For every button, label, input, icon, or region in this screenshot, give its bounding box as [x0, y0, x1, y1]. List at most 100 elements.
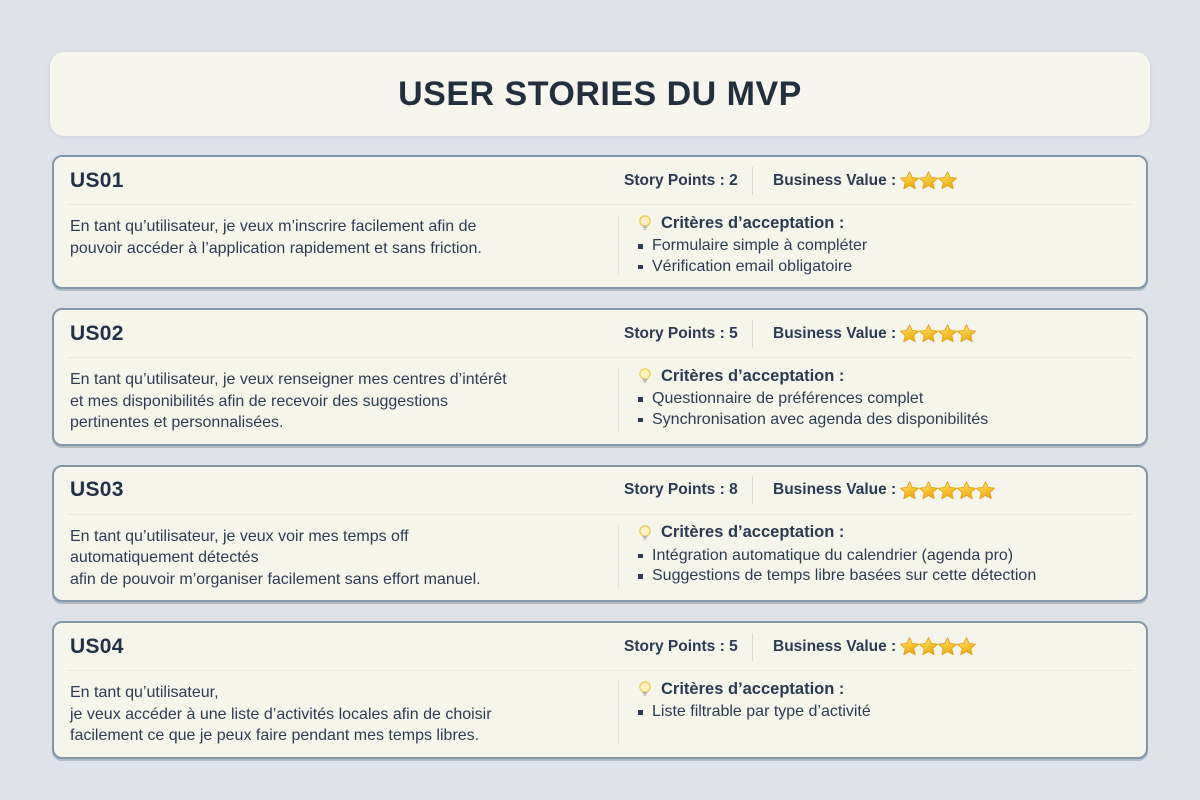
story-points-value: 5: [729, 324, 738, 342]
business-value: Business Value :: [773, 323, 977, 344]
criteria-list: Formulaire simple à compléter Vérificatio…: [635, 236, 1130, 277]
card-body: En tant qu’utilisateur, je veux voir mes…: [54, 515, 1146, 601]
column-divider: [618, 681, 619, 745]
criteria-header: Critères d’acceptation :: [635, 213, 1130, 233]
star-icon: [938, 171, 958, 190]
star-icon: [919, 480, 939, 499]
card-body: En tant qu’utilisateur, je veux renseign…: [54, 358, 1146, 444]
header-divider: [68, 204, 1132, 205]
star-icon: [900, 171, 920, 190]
card-header: US02 Story Points : 5 Business Value :: [54, 310, 1146, 357]
business-value-stars: [900, 170, 958, 191]
user-story-card: US03 Story Points : 8 Business Value : E…: [52, 464, 1148, 602]
story-description: En tant qu’utilisateur, je veux voir mes…: [70, 527, 481, 588]
header-divider: [68, 513, 1132, 515]
column-divider: [618, 368, 619, 432]
story-points-label: Story Points :: [624, 481, 725, 498]
story-points: Story Points : 2: [624, 172, 752, 190]
story-description: En tant qu’utilisateur, je veux m’inscri…: [70, 218, 482, 257]
criteria-item: Suggestions de temps libre basées sur ce…: [635, 566, 1130, 587]
criteria-label: Critères d’acceptation :: [661, 679, 845, 698]
story-meta: Story Points : 5 Business Value :: [624, 319, 977, 348]
meta-separator: [752, 632, 753, 661]
lightbulb-icon: [639, 681, 651, 696]
business-value-label: Business Value :: [773, 637, 897, 655]
business-value-label: Business Value :: [773, 171, 897, 189]
criteria-item: Intégration automatique du calendrier (a…: [635, 546, 1130, 567]
story-points-value: 2: [729, 171, 738, 189]
criteria-list: Questionnaire de préférences complet Sync…: [635, 389, 1130, 430]
story-meta: Story Points : 8 Business Value :: [624, 476, 996, 504]
star-icon: [919, 637, 939, 656]
criteria-list: Liste filtrable par type d’activité: [635, 702, 1130, 723]
story-meta: Story Points : 2 Business Value :: [624, 166, 958, 195]
page-header: USER STORIES DU MVP: [50, 52, 1150, 136]
page-title: USER STORIES DU MVP: [398, 74, 802, 113]
business-value: Business Value :: [773, 170, 958, 191]
story-id: US04: [70, 634, 124, 658]
story-id: US03: [70, 478, 124, 501]
criteria-item: Synchronisation avec agenda des disponib…: [635, 410, 1130, 431]
lightbulb-icon: [639, 215, 651, 230]
business-value: Business Value :: [773, 636, 977, 657]
user-story-card: US04 Story Points : 5 Business Value : E…: [52, 621, 1148, 759]
story-description: En tant qu’utilisateur, je veux accéder …: [70, 684, 492, 744]
story-id: US01: [70, 168, 124, 192]
lightbulb-icon: [639, 368, 651, 383]
story-points-label: Story Points :: [624, 324, 725, 342]
card-header: US01 Story Points : 2 Business Value :: [54, 157, 1146, 204]
header-divider: [68, 357, 1132, 358]
star-icon: [938, 324, 958, 343]
card-header: US03 Story Points : 8 Business Value :: [54, 467, 1146, 514]
header-divider: [68, 670, 1132, 671]
criteria-item: Liste filtrable par type d’activité: [635, 702, 1130, 723]
acceptance-criteria: Critères d’acceptation : Questionnaire d…: [635, 366, 1130, 434]
story-id: US02: [70, 321, 124, 345]
story-points-value: 8: [729, 481, 738, 498]
story-meta: Story Points : 5 Business Value :: [624, 632, 977, 661]
business-value-label: Business Value :: [773, 324, 897, 342]
card-body: En tant qu’utilisateur, je veux m’inscri…: [54, 205, 1146, 287]
star-icon: [938, 480, 958, 499]
lightbulb-icon: [639, 524, 651, 540]
business-value-stars: [900, 636, 977, 657]
business-value-label: Business Value :: [773, 481, 897, 498]
criteria-list: Intégration automatique du calendrier (a…: [635, 546, 1130, 587]
criteria-header: Critères d’acceptation :: [635, 366, 1130, 386]
star-icon: [957, 480, 977, 499]
story-points-label: Story Points :: [624, 637, 725, 655]
column-divider: [618, 524, 619, 588]
criteria-label: Critères d’acceptation :: [661, 213, 845, 232]
criteria-item: Formulaire simple à compléter: [635, 236, 1130, 257]
user-story-card: US01 Story Points : 2 Business Value : E…: [52, 155, 1148, 289]
star-icon: [919, 171, 939, 190]
criteria-header: Critères d’acceptation :: [635, 679, 1130, 699]
star-icon: [900, 480, 920, 499]
business-value: Business Value :: [773, 480, 996, 501]
story-points-value: 5: [729, 637, 738, 655]
card-header: US04 Story Points : 5 Business Value :: [54, 623, 1146, 670]
story-points: Story Points : 5: [624, 638, 752, 656]
criteria-label: Critères d’acceptation :: [661, 523, 845, 541]
star-icon: [900, 637, 920, 656]
star-icon: [957, 637, 977, 656]
stories-list: US01 Story Points : 2 Business Value : E…: [52, 155, 1148, 759]
star-icon: [976, 480, 996, 499]
meta-separator: [752, 476, 753, 504]
story-points: Story Points : 5: [624, 325, 752, 343]
meta-separator: [752, 319, 753, 348]
acceptance-criteria: Critères d’acceptation : Liste filtrable…: [635, 679, 1130, 747]
meta-separator: [752, 166, 753, 195]
criteria-header: Critères d’acceptation :: [635, 523, 1130, 543]
user-story-card: US02 Story Points : 5 Business Value : E…: [52, 308, 1148, 446]
story-description: En tant qu’utilisateur, je veux renseign…: [70, 371, 507, 431]
story-points-label: Story Points :: [624, 171, 725, 189]
card-body: En tant qu’utilisateur, je veux accéder …: [54, 671, 1146, 757]
column-divider: [618, 215, 619, 275]
star-icon: [957, 324, 977, 343]
star-icon: [900, 324, 920, 343]
star-icon: [919, 324, 939, 343]
business-value-stars: [900, 480, 996, 501]
business-value-stars: [900, 323, 977, 344]
criteria-item: Questionnaire de préférences complet: [635, 389, 1130, 410]
